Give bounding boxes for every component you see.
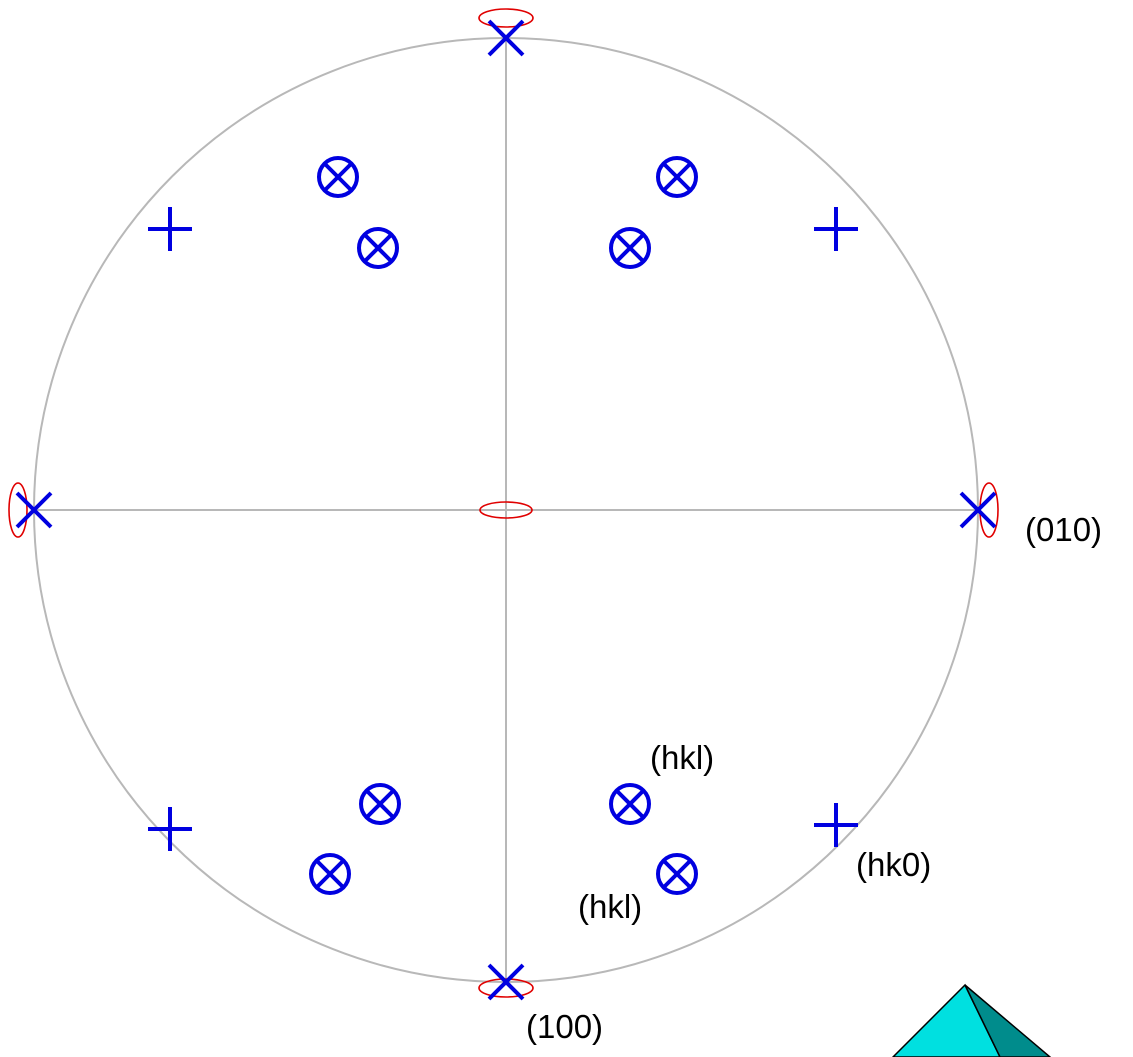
label: (010)	[1025, 511, 1102, 548]
pyramid	[891, 983, 1052, 1057]
label: (hkl)	[650, 739, 714, 776]
label: (100)	[526, 1008, 603, 1045]
label: (hk0)	[856, 846, 931, 883]
label: (hkl)	[578, 888, 642, 925]
mirror-symbols	[8, 8, 999, 998]
